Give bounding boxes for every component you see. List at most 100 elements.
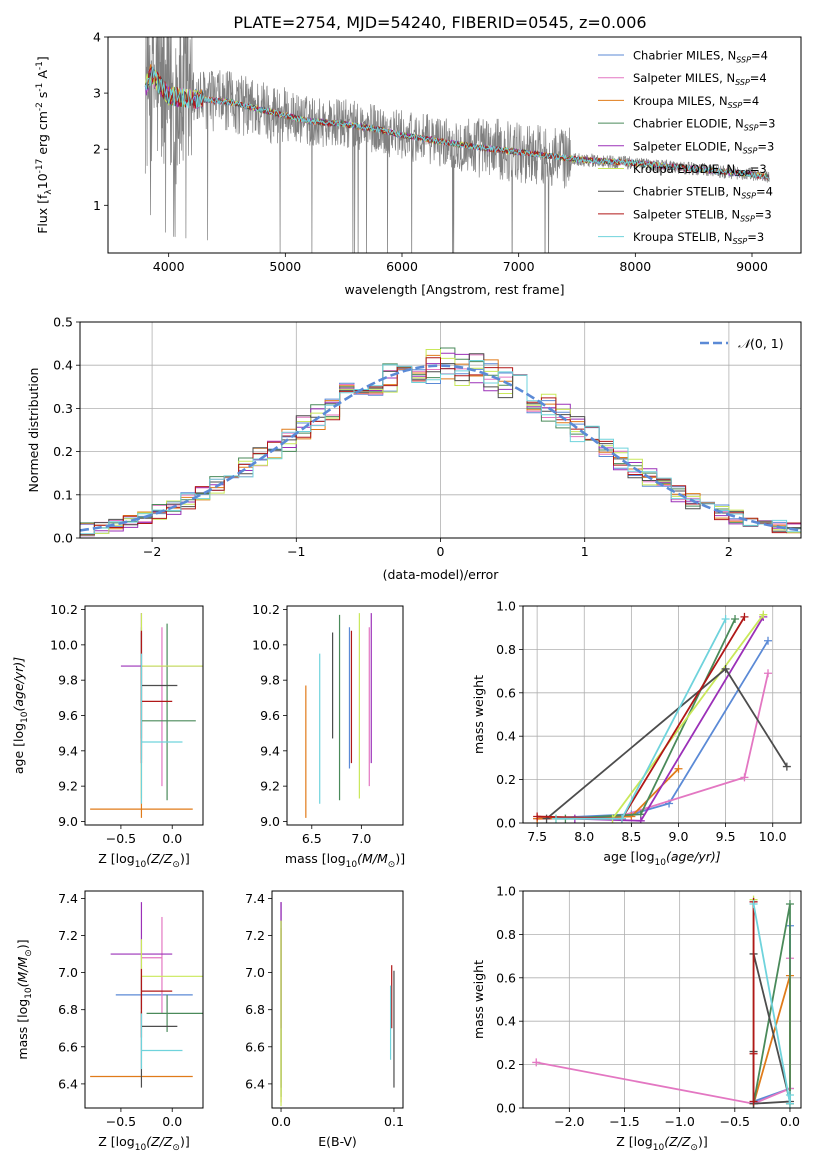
y-tick-label: 6.8	[245, 1002, 265, 1017]
data-marker	[785, 900, 794, 909]
y-axis-label: mass weight	[471, 960, 486, 1039]
data-marker	[674, 764, 683, 773]
data-marker	[721, 664, 730, 673]
y-tick-label: 0.4	[496, 729, 516, 744]
x-tick-label: 10.0	[759, 829, 787, 844]
y-tick-label: 0.0	[53, 531, 73, 546]
y-tick-label: 10.2	[50, 602, 78, 617]
x-tick-label: 5000	[269, 259, 301, 274]
mass-vs-extinction-panel: 0.0 0.1 6.4 6.6 6.8 7.0 7.2 7.4 E(B-V)	[245, 890, 404, 1149]
data-marker	[764, 636, 773, 645]
axes-frame	[271, 890, 404, 1109]
x-tick-label: 0.0	[271, 1114, 291, 1129]
y-tick-label: 0.0	[496, 1101, 516, 1116]
y-tick-label: 6.6	[245, 1039, 265, 1054]
y-tick-label: 0.0	[496, 816, 516, 831]
y-tick-label: 0.6	[496, 685, 516, 700]
y-tick-label: 0.2	[53, 444, 73, 459]
y-tick-label: 1.0	[496, 884, 516, 899]
y-tick-label: 0.2	[496, 772, 516, 787]
x-tick-label: 0.0	[162, 1114, 182, 1129]
x-tick-label: 7000	[503, 259, 535, 274]
x-tick-label: −2	[143, 544, 161, 559]
y-axis-label: Flux [fλ10-17 erg cm-2 s-1 A-1]	[35, 56, 54, 234]
y-tick-label: 9.8	[260, 673, 280, 688]
y-tick-label: 2	[93, 142, 101, 157]
y-tick-label: 1	[93, 198, 101, 213]
x-tick-label: 7.5	[527, 829, 547, 844]
y-tick-label: 0.6	[496, 970, 516, 985]
residual-histogram	[80, 357, 801, 535]
y-tick-label: 0.5	[53, 315, 73, 330]
y-tick-label: 6.4	[58, 1076, 78, 1091]
mass-vs-metallicity-panel: −0.5 0.0 6.4 6.6 6.8 7.0 7.2 7.4 Z [log10(Z/Z⊙)]…	[15, 890, 204, 1153]
legend: 𝒩(0, 1)	[700, 336, 784, 351]
x-axis-label: Z [log10(Z/Z⊙)]	[98, 1134, 189, 1153]
y-tick-label: 7.4	[58, 891, 78, 906]
age-vs-metallicity-panel: −0.5 0.0 9.0 9.2 9.4 9.6 9.8 10.0 10.2 Z [log10(Z…	[11, 602, 204, 870]
legend-entry: Kroupa ELODIE, NSSP=3	[633, 162, 767, 178]
axes-frame	[107, 36, 802, 254]
x-tick-label: 9000	[736, 259, 768, 274]
data-marker	[782, 762, 791, 771]
x-tick-label: 7.0	[351, 831, 371, 846]
mass-weight-vs-age-panel: 7.5 8.0 8.5 9.0 9.5 10.0 0.0 0.2 0.4 0.6 0.8 1.0 age…	[471, 599, 802, 868]
x-tick-label: 9.5	[716, 829, 736, 844]
mass-weight-vs-metallicity-panel: −2.0 −1.5 −1.0 −0.5 0.0 0.0 0.2 0.4 0.6 0.8 1.0 Z […	[471, 884, 802, 1153]
y-tick-label: 9.4	[58, 743, 78, 758]
x-tick-label: 0.0	[780, 1114, 800, 1129]
axes-frame	[286, 605, 404, 826]
y-tick-label: 6.4	[245, 1076, 265, 1091]
data-marker	[551, 814, 560, 823]
x-tick-label: −2.0	[554, 1114, 584, 1129]
y-tick-label: 0.2	[496, 1057, 516, 1072]
y-axis-label: age [log10(age/yr)]	[11, 657, 30, 774]
data-marker	[764, 669, 773, 678]
x-axis-label: age [log10(age/yr)]	[603, 849, 720, 868]
x-tick-label: −0.5	[106, 1114, 136, 1129]
y-tick-label: 9.4	[260, 743, 280, 758]
legend-entry: Salpeter STELIB, NSSP=3	[633, 207, 772, 223]
data-marker	[617, 814, 626, 823]
axes-frame	[522, 890, 802, 1109]
data-marker	[785, 1090, 794, 1099]
axes-frame	[79, 321, 802, 539]
data-marker	[785, 1099, 794, 1108]
x-axis-label: mass [log10(M/M⊙)]	[285, 851, 405, 870]
legend-entry: Kroupa MILES, NSSP=4	[633, 94, 759, 110]
residual-histogram	[80, 360, 801, 535]
x-tick-label: 1	[581, 544, 589, 559]
x-axis-label: Z [log10(Z/Z⊙)]	[98, 851, 189, 870]
x-tick-label: 4000	[153, 259, 185, 274]
data-marker	[749, 900, 758, 909]
y-tick-label: 7.4	[245, 891, 265, 906]
y-tick-label: 7.0	[245, 965, 265, 980]
mass-weight-line	[537, 616, 746, 820]
data-marker	[731, 615, 740, 624]
mass-weight-line	[752, 975, 791, 1104]
x-axis-label: E(B-V)	[318, 1134, 357, 1149]
spectrum-panel: 4000 5000 6000 7000 8000 9000 1 2 3 4 wavelength […	[35, 30, 802, 297]
x-tick-label: 8.0	[574, 829, 594, 844]
y-tick-label: 10.0	[252, 637, 280, 652]
legend-entry: 𝒩(0, 1)	[738, 336, 784, 351]
data-marker	[636, 816, 645, 823]
legend-entry: Salpeter ELODIE, NSSP=3	[633, 139, 774, 155]
data-marker	[740, 612, 749, 621]
y-axis-label: Normed distribution	[26, 368, 41, 493]
x-tick-label: −1	[287, 544, 305, 559]
y-tick-label: 9.6	[58, 708, 78, 723]
y-tick-label: 9.0	[58, 814, 78, 829]
y-tick-label: 0.4	[496, 1014, 516, 1029]
legend-entry: Kroupa STELIB, NSSP=3	[633, 230, 764, 246]
y-tick-label: 6.8	[58, 1002, 78, 1017]
mass-weight-line	[536, 958, 791, 1105]
residual-histogram	[80, 363, 801, 534]
y-tick-label: 7.0	[58, 965, 78, 980]
x-tick-label: 8.5	[621, 829, 641, 844]
y-tick-label: 9.2	[260, 779, 280, 794]
y-tick-label: 0.1	[53, 487, 73, 502]
x-tick-label: 6.5	[302, 831, 322, 846]
x-tick-label: 9.0	[669, 829, 689, 844]
figure-title: PLATE=2754, MJD=54240, FIBERID=0545, z=0…	[233, 13, 646, 32]
